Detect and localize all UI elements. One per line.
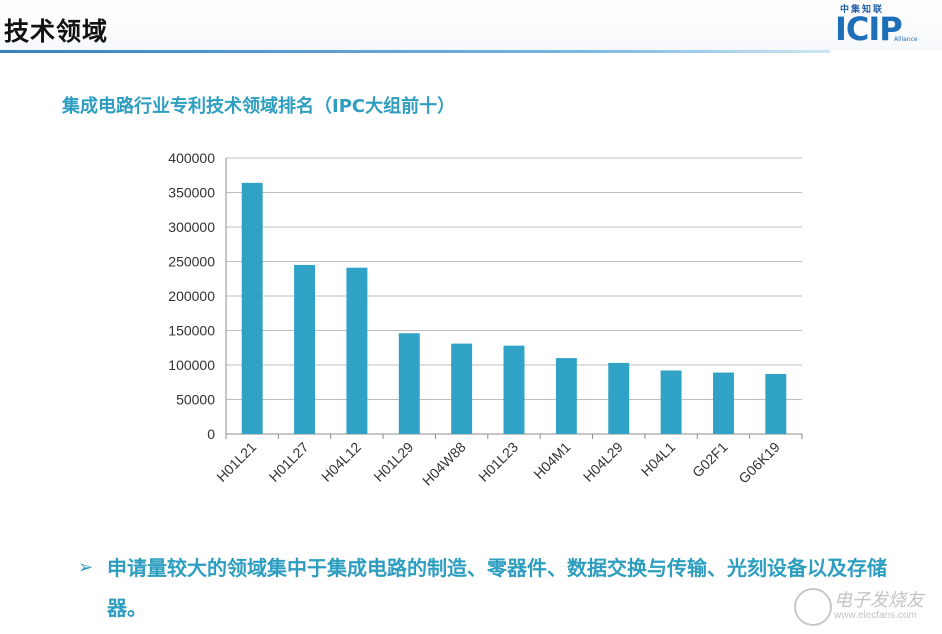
bar-g06k19 (765, 373, 787, 434)
y-tick-label: 200000 (168, 288, 215, 304)
bar-h04l29 (608, 362, 630, 434)
y-tick-label: 350000 (168, 185, 215, 201)
watermark-logo-icon (794, 588, 832, 626)
y-tick-label: 150000 (168, 323, 215, 339)
bar-chart: 0 50000 100000 150000 200000 250000 300000 3500… (168, 150, 803, 489)
y-tick-label: 0 (207, 426, 215, 442)
bullet-text: 申请量较大的领域集中于集成电路的制造、零器件、数据交换与传输、光刻设备以及存储器… (107, 556, 887, 620)
x-tick-label: H01L27 (266, 439, 312, 485)
bar-g02f1 (712, 372, 734, 434)
x-tick-label: G06K19 (735, 439, 783, 487)
x-tick-label: H04M1 (530, 439, 573, 482)
y-tick-label: 50000 (176, 392, 215, 408)
x-tick-label: H04L1 (638, 439, 679, 480)
x-tick-label: G02F1 (689, 439, 731, 481)
y-tick-label: 400000 (168, 150, 215, 166)
bar-h01l27 (294, 264, 316, 434)
bar-h01l23 (503, 345, 525, 434)
header-divider (0, 50, 830, 53)
y-tick-label: 100000 (168, 357, 215, 373)
header-bar: 技术领域 (0, 0, 942, 50)
x-tick-label: H01L23 (475, 439, 521, 485)
bar-h04m1 (555, 358, 577, 434)
y-tick-label: 300000 (168, 219, 215, 235)
watermark-text: 电子发烧友 (834, 590, 924, 611)
logo-main-text: ICIP (835, 10, 903, 48)
chart-subtitle: 集成电路行业专利技术领域排名（IPC大组前十） (62, 96, 456, 117)
x-tick-label: H01L29 (370, 439, 416, 485)
page-title: 技术领域 (4, 17, 109, 46)
x-tick-label: H01L21 (213, 439, 259, 485)
watermark-url: www.elecfans.com (834, 610, 917, 621)
bar-h04l1 (660, 370, 682, 434)
bullet-point: ➢ 申请量较大的领域集中于集成电路的制造、零器件、数据交换与传输、光刻设备以及存… (78, 548, 908, 628)
bar-h01l21 (241, 182, 263, 434)
logo-top-text: 中集知联 (840, 5, 885, 15)
bar-h04w88 (451, 343, 473, 434)
bullet-arrow-icon: ➢ (78, 557, 94, 578)
icip-logo: 中集知联 ICIP Alliance (832, 2, 936, 48)
elecfans-watermark: 电子发烧友 www.elecfans.com (794, 584, 934, 628)
x-tick-label: H04L12 (318, 439, 364, 485)
bar-h04l12 (346, 267, 368, 434)
x-tick-label: H04W88 (419, 439, 469, 489)
bar-h01l29 (398, 333, 420, 434)
logo-sub-text: Alliance (894, 36, 918, 43)
x-tick-label: H04L29 (580, 439, 626, 485)
y-tick-label: 250000 (168, 254, 215, 270)
